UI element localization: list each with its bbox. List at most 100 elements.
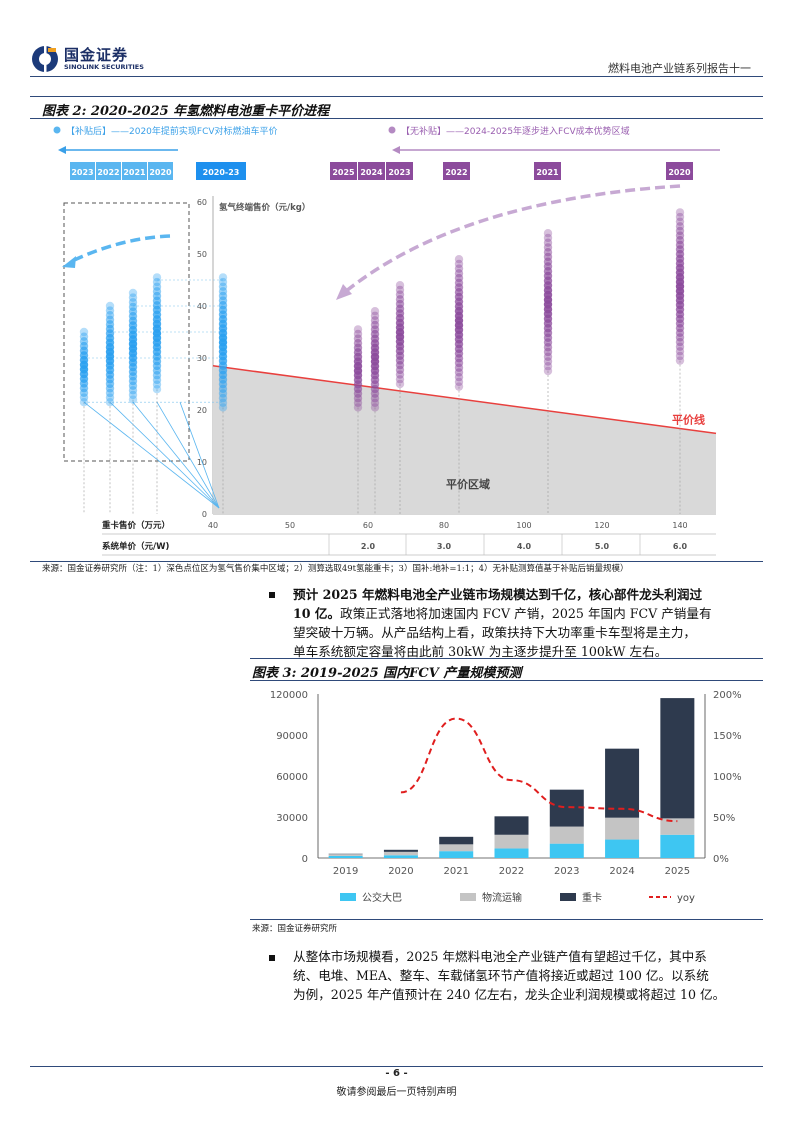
bar-bus bbox=[549, 843, 584, 858]
fan-line bbox=[109, 401, 220, 509]
data-dot-purple bbox=[543, 366, 553, 376]
y-tick-label: 50 bbox=[197, 250, 207, 259]
right-tick-label: 50% bbox=[713, 813, 735, 824]
data-dot-purple bbox=[675, 208, 685, 217]
data-dot-purple bbox=[675, 222, 685, 231]
fan-line bbox=[179, 402, 220, 509]
data-dot-blue bbox=[79, 337, 89, 346]
year-tag bbox=[358, 162, 385, 180]
x-tick-label: 2024 bbox=[609, 866, 634, 877]
data-dot-purple bbox=[353, 338, 363, 348]
year-tag-label: 2023 bbox=[388, 168, 410, 177]
year-tag-label: 2021 bbox=[536, 168, 559, 177]
bar-truck bbox=[494, 816, 529, 835]
left-tick-label: 90000 bbox=[276, 731, 308, 742]
data-dot-purple bbox=[353, 403, 363, 412]
figure3-title-underline bbox=[250, 680, 763, 681]
row2-tick-label: 5.0 bbox=[595, 542, 610, 551]
report-series-title: 燃料电池产业链系列报告十一 bbox=[608, 62, 751, 75]
year-tag-label: 2020 bbox=[668, 168, 691, 177]
fan-line bbox=[156, 401, 220, 509]
year-tag-label: 2020-23 bbox=[203, 168, 240, 177]
year-tag bbox=[70, 162, 95, 180]
left-arrow-head-icon bbox=[58, 146, 66, 154]
para1-line1: 预计 2025 年燃料电池全产业链市场规模达到千亿，核心部件龙头利润过 bbox=[293, 587, 703, 602]
bar-bus bbox=[439, 851, 474, 858]
data-dot-blue bbox=[128, 302, 138, 312]
bar-truck bbox=[549, 789, 584, 827]
legend-swatch bbox=[340, 893, 356, 901]
figure3-source: 来源：国金证券研究所 bbox=[252, 924, 338, 934]
para1-line2-bold: 10 亿。 bbox=[293, 606, 341, 621]
data-dot-blue bbox=[79, 398, 89, 407]
data-dot-blue bbox=[128, 288, 138, 298]
bar-bus bbox=[383, 855, 418, 858]
data-dot-blue bbox=[152, 277, 162, 287]
year-tag bbox=[666, 162, 693, 180]
year-tag-label: 2021 bbox=[123, 168, 146, 177]
legend-subsidy-label: 【补贴后】——2020年提前实现FCV对标燃油车平价 bbox=[66, 125, 278, 137]
legend-subsidy-dot bbox=[53, 126, 61, 134]
row2-label: 系统单价（元/W) bbox=[102, 541, 169, 552]
right-tick-label: 0% bbox=[713, 854, 729, 865]
data-dot-blue bbox=[105, 301, 115, 311]
y-tick-label: 30 bbox=[197, 354, 207, 363]
data-dot-purple bbox=[395, 281, 405, 290]
data-dot-blue bbox=[79, 332, 89, 341]
data-dot-purple bbox=[543, 243, 553, 252]
header-divider bbox=[30, 76, 763, 77]
bar-logistics bbox=[605, 817, 640, 840]
data-dot-blue bbox=[152, 385, 162, 394]
data-dot-purple bbox=[353, 325, 363, 334]
year-tag-label: 2022 bbox=[445, 168, 467, 177]
bar-logistics bbox=[494, 834, 529, 849]
y-axis-title: 氢气终端售价（元/kg） bbox=[219, 202, 310, 213]
row2-tick-label: 4.0 bbox=[517, 542, 532, 551]
legend-nosubsidy-dot bbox=[388, 126, 396, 134]
y-tick-label: 0 bbox=[202, 510, 207, 519]
data-dot-purple bbox=[543, 357, 553, 366]
data-dot-purple bbox=[353, 334, 363, 343]
data-dot-purple bbox=[454, 273, 464, 283]
bar-bus bbox=[660, 834, 695, 858]
data-dot-purple bbox=[454, 372, 464, 382]
data-dot-blue bbox=[218, 403, 228, 412]
data-dot-purple bbox=[543, 233, 553, 243]
row2-tick-label: 3.0 bbox=[437, 542, 452, 551]
legend-label: 物流运输 bbox=[482, 891, 522, 904]
data-dot-blue bbox=[218, 277, 228, 287]
left-tick-label: 30000 bbox=[276, 813, 308, 824]
figure3-title: 图表 3: 2019-2025 国内FCV 产量规模预测 bbox=[252, 666, 522, 681]
year-tag-label: 2024 bbox=[360, 168, 383, 177]
logo-text-en: SINOLINK SECURITIES bbox=[64, 63, 144, 71]
data-dot-purple bbox=[395, 375, 405, 384]
data-dot-blue bbox=[105, 310, 115, 320]
bar-bus bbox=[605, 839, 640, 858]
data-dot-purple bbox=[395, 290, 405, 299]
parity-line bbox=[212, 365, 717, 435]
left-tick-label: 0 bbox=[302, 854, 308, 865]
figure2-title: 图表 2: 2020-2025 年氢燃料电池重卡平价进程 bbox=[42, 104, 330, 119]
fan-line bbox=[83, 401, 220, 509]
year-tag bbox=[196, 162, 246, 180]
bullet-icon bbox=[269, 592, 275, 598]
para1-line2: 政策正式落地将加速国内 FCV 产销，2025 年国内 FCV 产销量有 bbox=[340, 606, 712, 621]
data-dot-purple bbox=[370, 320, 380, 330]
parity-zone bbox=[213, 365, 716, 514]
subsidy-group-box bbox=[63, 202, 190, 462]
data-dot-purple bbox=[675, 356, 685, 365]
parity-zone-label: 平价区域 bbox=[446, 477, 490, 491]
logo-text-cn: 国金证券 bbox=[64, 46, 129, 64]
legend-label: 公交大巴 bbox=[362, 891, 402, 904]
year-tag-label: 2022 bbox=[97, 168, 119, 177]
curved-arrow-left bbox=[69, 234, 171, 264]
figure2-title-underline bbox=[30, 118, 763, 119]
bar-truck bbox=[660, 698, 695, 819]
row1-label: 重卡售价（万元） bbox=[102, 520, 170, 531]
bar-truck bbox=[383, 849, 418, 852]
row2-tick-label: 2.0 bbox=[361, 542, 376, 551]
y-tick-label: 60 bbox=[197, 198, 207, 207]
year-tag bbox=[122, 162, 147, 180]
year-tag bbox=[386, 162, 413, 180]
data-dot-blue bbox=[218, 398, 228, 407]
